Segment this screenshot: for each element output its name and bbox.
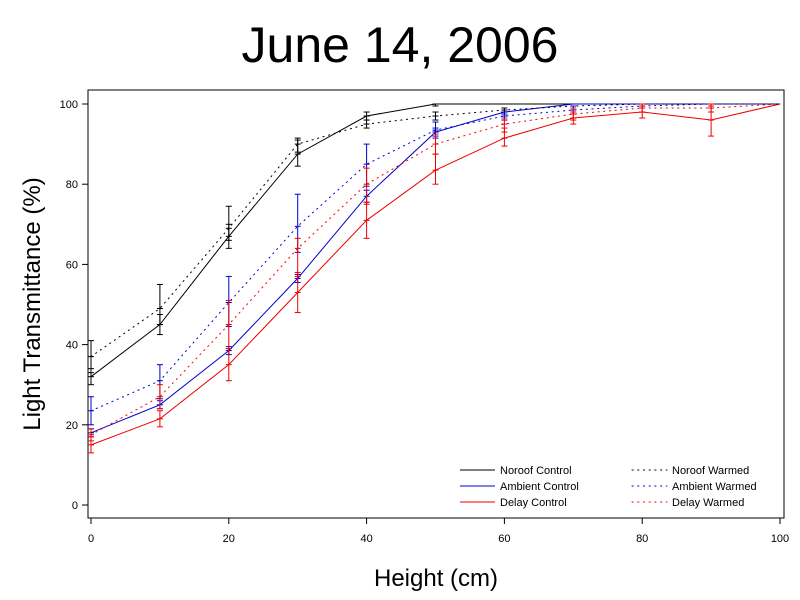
y-tick-label: 80 <box>66 179 78 191</box>
x-tick-label: 20 <box>223 533 235 545</box>
y-tick-label: 60 <box>66 259 78 271</box>
series-noroof-warmed <box>88 103 781 374</box>
series-layer <box>88 103 781 454</box>
y-axis-label: Light Transmittance (%) <box>19 177 46 430</box>
legend-label: Delay Warmed <box>672 497 744 509</box>
legend-label: Delay Control <box>500 497 567 509</box>
y-tick-label: 20 <box>66 420 78 432</box>
legend-label: Noroof Control <box>500 465 572 477</box>
legend: Noroof Control Ambient Control Delay Contr… <box>460 465 757 509</box>
x-tick-label: 0 <box>88 533 94 545</box>
x-tick-label: 100 <box>771 533 789 545</box>
series-noroof-control <box>88 103 780 386</box>
plot-frame <box>87 89 785 519</box>
y-tick-label: 0 <box>72 500 78 512</box>
y-axis: 0 20 40 60 80 100 <box>60 99 88 512</box>
y-tick-label: 40 <box>66 340 78 352</box>
chart-title: June 14, 2006 <box>242 17 559 73</box>
series-ambient-warmed <box>88 103 781 426</box>
y-tick-label: 100 <box>60 99 78 111</box>
series-delay-control <box>88 103 781 454</box>
legend-label: Noroof Warmed <box>672 465 749 477</box>
x-tick-label: 60 <box>498 533 510 545</box>
legend-label: Ambient Warmed <box>672 481 757 493</box>
x-axis: 0 20 40 60 80 100 <box>88 518 789 545</box>
series-delay-warmed <box>88 103 781 442</box>
x-axis-label: Height (cm) <box>374 565 498 592</box>
legend-label: Ambient Control <box>500 481 579 493</box>
x-tick-label: 80 <box>636 533 648 545</box>
x-tick-label: 40 <box>360 533 372 545</box>
